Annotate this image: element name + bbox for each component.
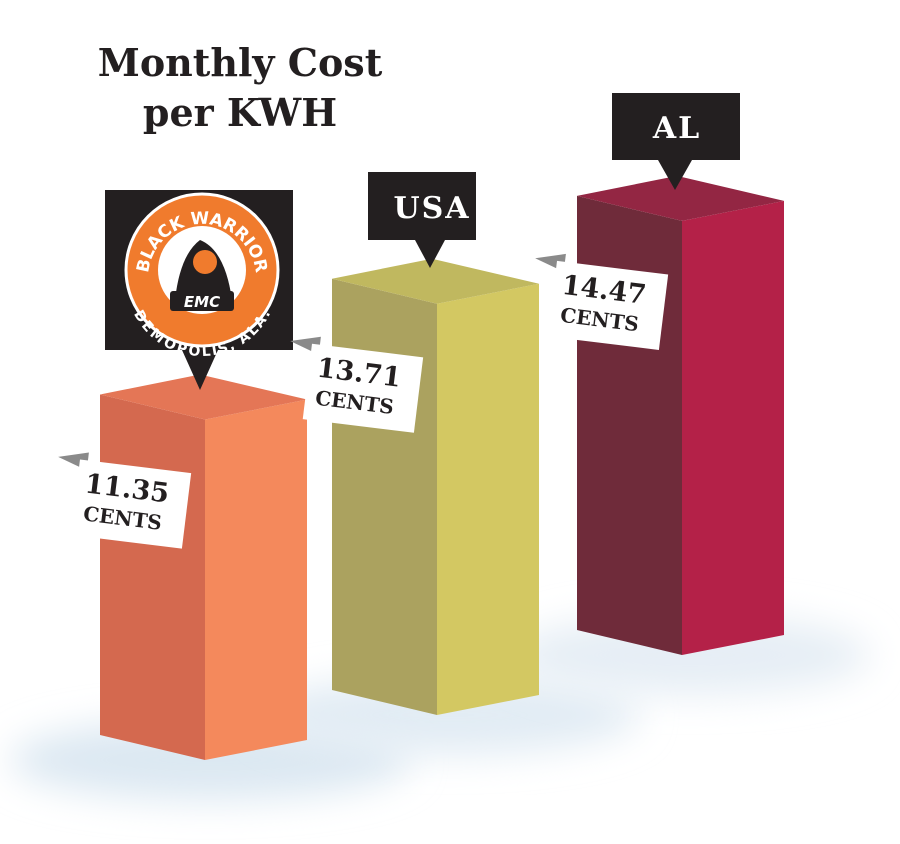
chart-subtitle: per KWH [143, 90, 337, 135]
bar-top [577, 175, 784, 221]
callout [612, 93, 740, 190]
bar-top [100, 374, 307, 420]
label-box [547, 260, 669, 350]
bar [100, 374, 307, 760]
bar [577, 175, 784, 655]
label-box [302, 343, 424, 433]
bar-face [682, 200, 784, 655]
logo: BLACK WARRIOR EMC DEMOPOLIS, ALA. [124, 192, 280, 360]
bar [332, 258, 539, 715]
category-label: USA [393, 191, 470, 226]
category-label: AL [652, 111, 701, 146]
bar-top [332, 258, 539, 304]
bar-face [437, 283, 539, 715]
chart-title: Monthly Cost [98, 40, 383, 85]
bar-face [332, 278, 437, 715]
label-box [70, 459, 192, 549]
callouts: BLACK WARRIOR EMC DEMOPOLIS, ALA. USA AL [105, 93, 740, 390]
bar-face [577, 195, 682, 655]
logo-badge: EMC [184, 293, 220, 311]
callout [368, 172, 476, 268]
bar-face [100, 394, 205, 760]
bar-face [205, 399, 307, 760]
